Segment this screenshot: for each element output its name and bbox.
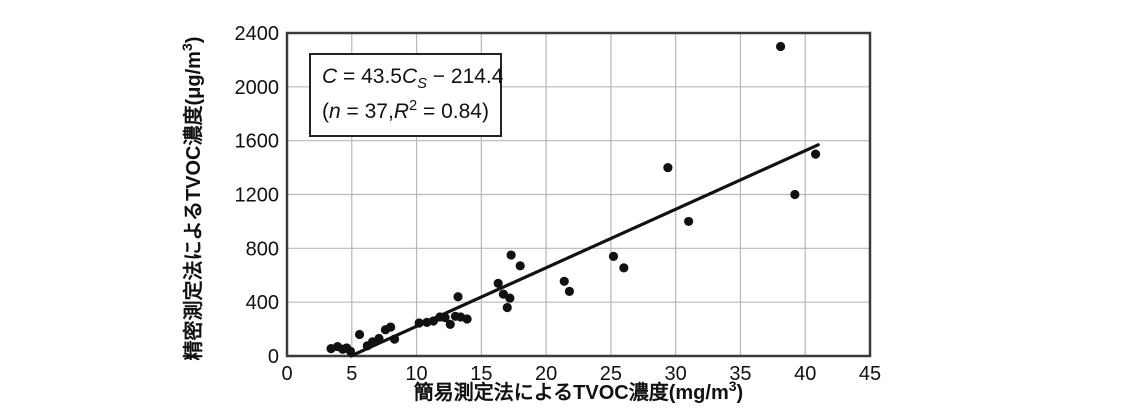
data-point <box>453 292 463 302</box>
data-point <box>810 149 821 159</box>
y-tick-labels: 0 400 800 1200 1600 2000 2400 <box>235 23 280 368</box>
equation-n-value: = 37, <box>340 100 394 124</box>
equation-var-r: R <box>393 100 409 124</box>
x-tick-label: 15 <box>470 363 492 385</box>
grid-lines <box>287 33 870 356</box>
data-point <box>619 263 629 273</box>
y-tick-label: 400 <box>246 292 279 314</box>
equation-r2-value: = 0.84) <box>417 100 489 124</box>
data-point <box>684 216 694 227</box>
data-point <box>663 162 673 173</box>
x-tick-label: 10 <box>405 363 427 385</box>
data-point <box>374 333 384 344</box>
y-tick-label: 800 <box>246 238 279 260</box>
data-point <box>559 276 569 286</box>
x-tick-labels: 0 5 10 15 20 25 30 35 40 45 <box>281 363 881 385</box>
y-tick-label: 1200 <box>235 185 280 207</box>
data-point <box>445 319 455 329</box>
data-point <box>506 250 516 260</box>
data-point <box>608 251 619 262</box>
x-tick-label: 40 <box>794 363 816 385</box>
equation-subscript-s: S <box>417 76 427 93</box>
x-tick-label: 0 <box>281 363 292 385</box>
data-point <box>345 346 356 356</box>
x-tick-label: 5 <box>346 363 357 385</box>
equation-line-2: (n = 37,R2 = 0.84) <box>322 95 490 128</box>
y-tick-label: 1600 <box>235 131 280 153</box>
data-point <box>389 334 400 344</box>
data-point <box>440 313 450 323</box>
equation-line-1: C = 43.5CS − 214.4 <box>322 61 503 95</box>
equation-superscript-2: 2 <box>409 98 418 115</box>
x-axis-title: 簡易測定法によるTVOC濃度(mg/m3) <box>414 378 743 404</box>
y-tick-label: 0 <box>268 346 279 368</box>
data-point <box>776 41 786 52</box>
data-point <box>502 302 512 313</box>
x-tick-label: 20 <box>535 363 557 385</box>
equation-equals: = 43.5 <box>337 65 402 88</box>
data-point <box>790 189 800 200</box>
equation-var-n: n <box>329 100 341 124</box>
data-point <box>462 314 472 324</box>
data-point <box>515 261 525 271</box>
equation-var-c: C <box>322 65 338 88</box>
y-tick-label: 2400 <box>235 23 280 45</box>
equation-var-cs: C <box>401 65 418 88</box>
data-point <box>505 293 515 303</box>
data-point <box>386 322 396 332</box>
y-tick-label: 2000 <box>235 77 280 99</box>
y-axis-title: 精密測定法によるTVOC濃度(μg/m3) <box>179 37 205 361</box>
x-tick-label: 30 <box>665 363 687 385</box>
x-tick-label: 25 <box>600 363 622 385</box>
equation-box: C = 43.5CS − 214.4 (n = 37,R2 = 0.84) <box>309 53 503 137</box>
x-tick-label: 45 <box>859 363 881 385</box>
data-point <box>493 278 503 288</box>
data-point <box>414 318 424 328</box>
equation-open-paren: ( <box>322 100 329 124</box>
data-point <box>564 286 575 296</box>
plot-frame <box>285 31 872 358</box>
x-tick-label: 35 <box>729 363 751 385</box>
data-point <box>354 329 365 340</box>
equation-line1-tail: − 214.4 <box>426 65 504 88</box>
data-points <box>326 41 821 356</box>
